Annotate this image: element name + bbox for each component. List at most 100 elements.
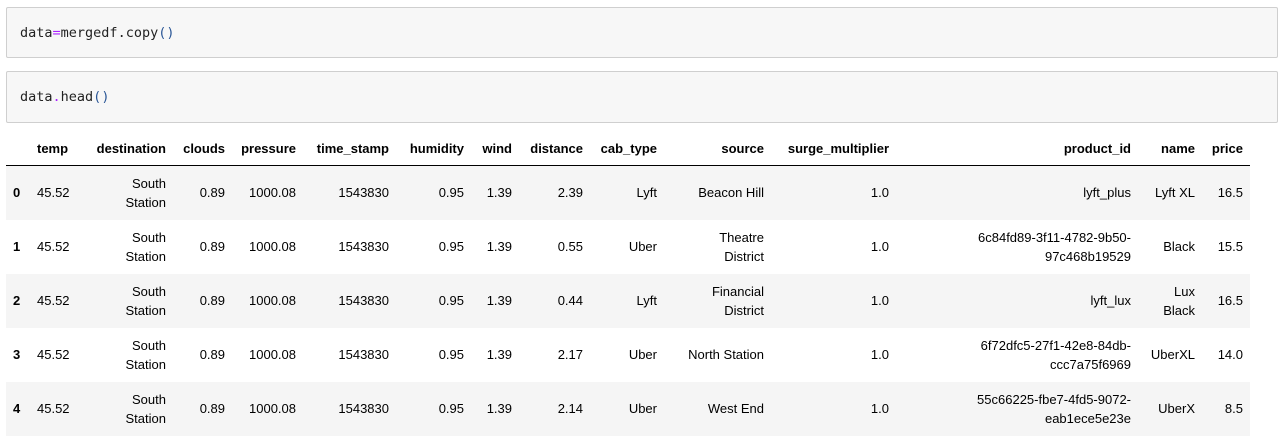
- column-header: source: [664, 131, 771, 166]
- cell-wind: 1.39: [486, 239, 512, 254]
- cell-text-line: 6f72dfc5-27f1-42e8-84db-: [980, 337, 1131, 353]
- cell-wind: 1.39: [486, 401, 512, 416]
- cell-text-line: West End: [707, 401, 764, 416]
- column-header: product_id: [896, 131, 1138, 166]
- cell-text-line: Station: [125, 410, 166, 426]
- cell-clouds: 0.89: [199, 293, 225, 308]
- cell-text-line: UberX: [1158, 401, 1195, 416]
- cell-distance: 2.39: [557, 185, 583, 201]
- cell-destination: South Station: [80, 166, 173, 220]
- code-token: (: [93, 89, 102, 105]
- code-token: .: [52, 89, 61, 105]
- column-header: wind: [471, 131, 519, 166]
- row-index: 1: [13, 239, 21, 254]
- cell-source: North Station: [664, 328, 771, 382]
- cell-product-id: lyft_lux: [896, 274, 1138, 328]
- cell-wind: 1.39: [486, 293, 512, 308]
- cell-product-id: 6c84fd89-3f11-4782-9b50- 97c468b19529: [896, 220, 1138, 274]
- cell-text-line: ccc7a75f6969: [1050, 356, 1131, 372]
- cell-product-id: lyft_plus: [896, 166, 1138, 220]
- cell-text-line: North Station: [688, 347, 764, 362]
- code-token: data: [20, 89, 53, 105]
- table-row: 3 45.52 South Station 0.89 1000.08 1543830 0.95…: [6, 327, 1250, 382]
- cell-wind: 1.39: [486, 347, 512, 362]
- code-token: data: [20, 24, 53, 41]
- cell-text-line: Station: [125, 194, 166, 210]
- cell-price: 15.5: [1217, 239, 1243, 254]
- cell-clouds: 0.89: [199, 239, 225, 254]
- cell-pressure: 1000.08: [249, 347, 296, 362]
- cell-cab-type: Uber: [628, 347, 657, 362]
- cell-time-stamp: 1543830: [338, 293, 389, 308]
- cell-destination: South Station: [80, 274, 173, 328]
- cell-text-line: eab1ece5e23e: [1044, 410, 1131, 426]
- cell-destination: South Station: [80, 382, 173, 436]
- code-token: ): [166, 24, 175, 41]
- cell-humidity: 0.95: [438, 347, 464, 362]
- cell-text-line: District: [724, 248, 764, 264]
- cell-destination: South Station: [80, 328, 173, 382]
- column-header: surge_multiplier: [771, 131, 896, 166]
- code-token: ): [101, 89, 110, 105]
- row-index: 0: [13, 185, 21, 201]
- code-cell-copy[interactable]: data = mergedf .copy(): [6, 7, 1278, 58]
- cell-time-stamp: 1543830: [338, 347, 389, 362]
- table-row: 4 45.52 South Station 0.89 1000.08 1543830 0.95…: [6, 381, 1250, 436]
- column-header: pressure: [232, 131, 303, 166]
- column-header: humidity: [396, 131, 471, 166]
- cell-pressure: 1000.08: [249, 293, 296, 308]
- cell-surge-multiplier: 1.0: [870, 239, 889, 254]
- cell-source: Theatre District: [664, 220, 771, 274]
- cell-destination: South Station: [80, 220, 173, 274]
- cell-price: 16.5: [1217, 185, 1243, 201]
- cell-text-line: South: [132, 175, 166, 191]
- cell-text-line: Beacon Hill: [698, 185, 764, 201]
- cell-distance: 2.17: [557, 347, 583, 362]
- cell-text-line: Black: [1163, 302, 1195, 318]
- cell-product-id: 55c66225-fbe7-4fd5-9072- eab1ece5e23e: [896, 382, 1138, 436]
- cell-name: UberXL: [1138, 328, 1202, 382]
- column-header: name: [1138, 131, 1202, 166]
- column-header: destination: [80, 131, 173, 166]
- row-index: 4: [13, 401, 21, 416]
- cell-text-line: lyft_plus: [1083, 185, 1131, 201]
- cell-surge-multiplier: 1.0: [870, 347, 889, 362]
- cell-clouds: 0.89: [199, 185, 225, 201]
- cell-humidity: 0.95: [438, 239, 464, 254]
- cell-distance: 0.44: [557, 293, 583, 308]
- cell-text-line: District: [724, 302, 764, 318]
- cell-text-line: Station: [125, 356, 166, 372]
- cell-distance: 0.55: [557, 239, 583, 254]
- cell-source: Financial District: [664, 274, 771, 328]
- cell-cab-type: Uber: [628, 239, 657, 254]
- cell-text-line: South: [132, 229, 166, 245]
- cell-pressure: 1000.08: [249, 185, 296, 201]
- code-cell-head[interactable]: data. head(): [6, 71, 1278, 123]
- cell-product-id: 6f72dfc5-27f1-42e8-84db-ccc7a75f6969: [896, 328, 1138, 382]
- column-header: distance: [519, 131, 590, 166]
- cell-surge-multiplier: 1.0: [870, 401, 889, 416]
- cell-humidity: 0.95: [438, 185, 464, 201]
- cell-surge-multiplier: 1.0: [870, 293, 889, 308]
- cell-time-stamp: 1543830: [338, 239, 389, 254]
- cell-temp: 45.52: [37, 239, 70, 254]
- cell-text-line: 55c66225-fbe7-4fd5-9072-: [977, 391, 1131, 407]
- cell-price: 16.5: [1217, 293, 1243, 308]
- cell-name: Lyft XL: [1138, 166, 1202, 220]
- code-token: (: [158, 24, 167, 41]
- cell-text-line: Black: [1163, 239, 1195, 254]
- cell-distance: 2.14: [557, 401, 583, 416]
- cell-text-line: Station: [125, 302, 166, 318]
- dataframe-output: temp destination clouds pressure time_st…: [6, 131, 1250, 436]
- row-index: 3: [13, 347, 21, 362]
- cell-temp: 45.52: [37, 185, 70, 201]
- table-row: 1 45.52 South Station 0.89 1000.08 1543830 0.95…: [6, 219, 1250, 274]
- header-row: temp destination clouds pressure time_st…: [6, 131, 1250, 166]
- code-token: .copy: [117, 24, 159, 41]
- cell-price: 8.5: [1224, 401, 1243, 416]
- cell-text-line: Financial: [711, 283, 764, 299]
- cell-source: West End: [664, 382, 771, 436]
- cell-name: UberX: [1138, 382, 1202, 436]
- cell-time-stamp: 1543830: [338, 185, 389, 201]
- column-header: temp: [30, 131, 80, 166]
